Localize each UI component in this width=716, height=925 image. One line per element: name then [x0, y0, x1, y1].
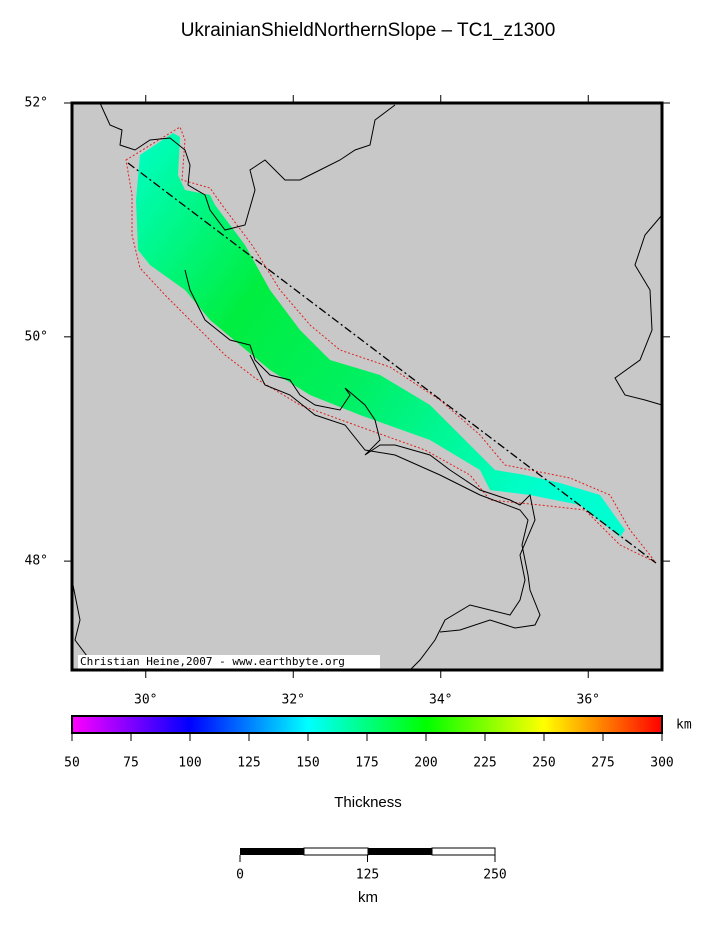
map-frame — [70, 101, 664, 672]
scalebar-segment — [431, 847, 496, 856]
y-tick-label: 48° — [25, 554, 48, 569]
scalebar-tick-label: 0 — [236, 868, 244, 883]
credit-background — [78, 655, 380, 669]
title: UkrainianShieldNorthernSlope – TC1_z1300 — [181, 20, 556, 41]
credit: Christian Heine,2007 - www.earthbyte.org — [80, 655, 345, 668]
scalebar-segment — [303, 847, 369, 856]
colorbar-tick-label: 225 — [473, 756, 496, 771]
scalebar-tick-label: 250 — [483, 868, 506, 883]
colorbar-tick-label: 250 — [532, 756, 555, 771]
borders — [71, 102, 663, 671]
scalebar-unit: km — [358, 889, 378, 906]
colorbar-tick-label: 275 — [591, 756, 614, 771]
colorbar-tick-label: 75 — [123, 756, 139, 771]
colorbar-tick-label: 125 — [237, 756, 260, 771]
colorbar-tick-label: 175 — [355, 756, 378, 771]
x-tick-label: 36° — [577, 693, 600, 708]
y-tick-label: 50° — [25, 329, 48, 344]
colorbar-label: Thickness — [334, 794, 402, 811]
map: Christian Heine,2007 - www.earthbyte.org — [70, 101, 664, 672]
colorbar-tick-label: 50 — [64, 756, 80, 771]
colorbar — [71, 715, 663, 734]
thickness-region — [136, 133, 625, 537]
colorbar-tick-label: 200 — [414, 756, 437, 771]
x-tick-label: 30° — [134, 693, 157, 708]
colorbar-tick-label: 150 — [296, 756, 319, 771]
colorbar-tick-label: 100 — [178, 756, 201, 771]
colorbar-unit: km — [676, 718, 692, 733]
x-tick-label: 34° — [429, 693, 452, 708]
outline — [125, 126, 656, 563]
colorbar-tick-label: 300 — [650, 756, 673, 771]
scalebar-tick-label: 125 — [356, 868, 379, 883]
x-tick-label: 32° — [282, 693, 305, 708]
profile-line — [127, 162, 657, 564]
scalebar-segment — [368, 848, 432, 855]
y-tick-label: 52° — [25, 96, 48, 111]
scalebar — [240, 847, 496, 856]
scalebar-segment — [240, 848, 304, 855]
